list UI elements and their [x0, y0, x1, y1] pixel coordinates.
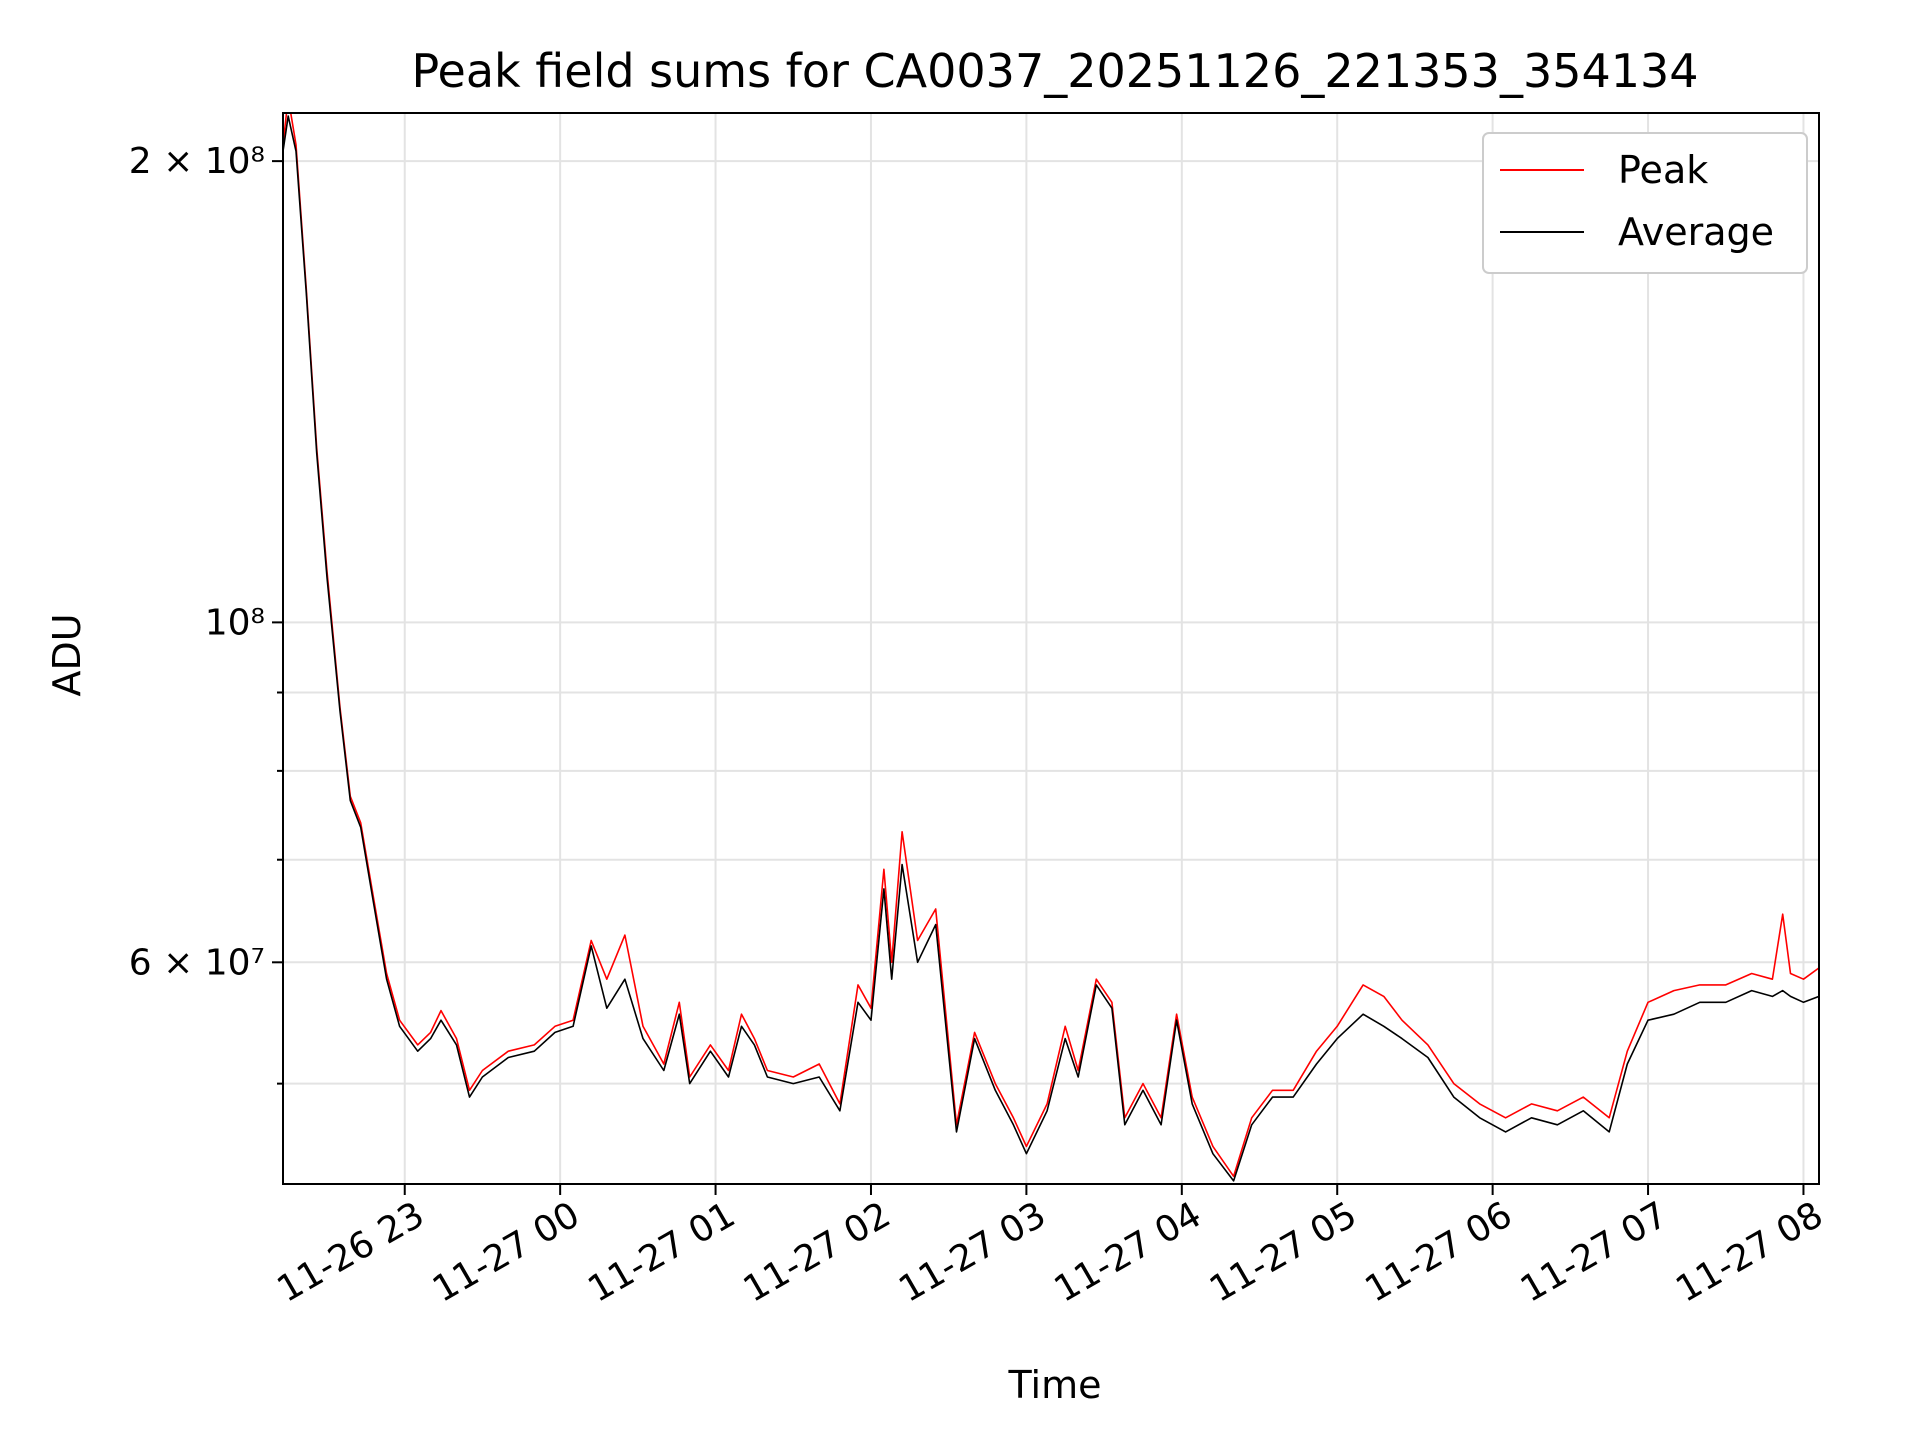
- series-line-average: [283, 115, 1819, 1182]
- x-axis-label: Time: [1008, 1363, 1102, 1407]
- legend: Peak Average: [1482, 132, 1808, 274]
- plot-frame: [282, 112, 1820, 1185]
- legend-label-average: Average: [1618, 210, 1774, 254]
- y-axis-label: ADU: [45, 613, 89, 696]
- y-tick-label: 6 × 10⁷: [129, 942, 265, 983]
- series-line-peak: [283, 113, 1819, 1178]
- y-tick-label: 2 × 10⁸: [129, 141, 265, 182]
- legend-box: [1482, 132, 1808, 274]
- legend-label-peak: Peak: [1618, 148, 1708, 192]
- y-tick-label: 10⁸: [205, 602, 265, 643]
- chart-title: Peak field sums for CA0037_20251126_2213…: [411, 44, 1698, 98]
